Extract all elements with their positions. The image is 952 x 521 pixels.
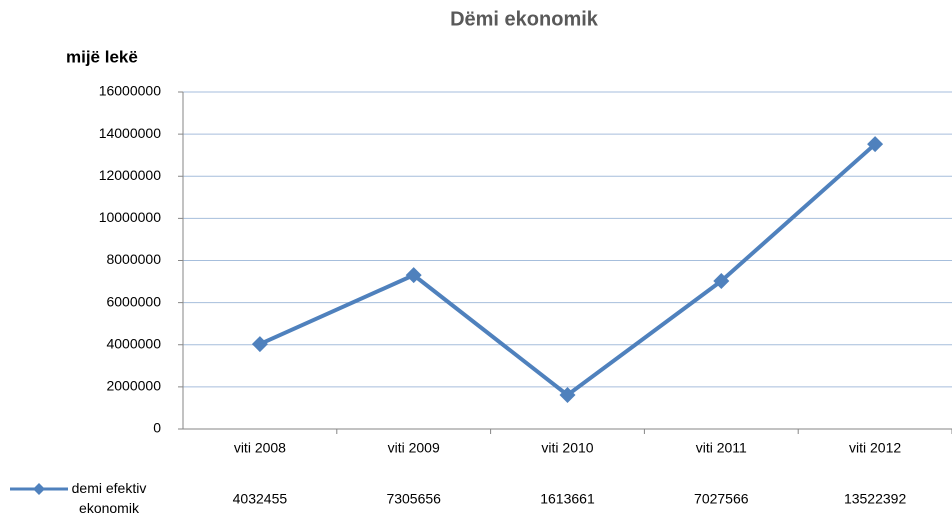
legend-label: demi efektiv ekonomik — [71, 480, 147, 516]
point-marker — [713, 272, 730, 289]
data-table-cell: 4032455 — [233, 491, 288, 507]
point-marker — [559, 387, 576, 404]
point-marker — [251, 336, 268, 353]
chart-title: Dëmi ekonomik — [450, 8, 599, 30]
series-line — [259, 142, 877, 398]
y-tick-label: 8000000 — [106, 251, 161, 267]
data-table-cell: 13522392 — [844, 491, 907, 507]
x-tick-label: viti 2009 — [388, 440, 440, 456]
x-tick-label: viti 2012 — [849, 440, 901, 456]
y-tick-label: 4000000 — [106, 335, 161, 351]
point-marker — [867, 136, 884, 153]
data-table-cell: 7027566 — [694, 491, 749, 507]
y-tick-label: 0 — [153, 420, 161, 436]
y-axis-label: mijë lekë — [66, 47, 138, 66]
x-tick-label: viti 2008 — [234, 440, 286, 456]
x-tick-label: viti 2011 — [696, 440, 747, 456]
legend-marker — [33, 483, 45, 495]
y-tick-label: 6000000 — [106, 293, 161, 309]
y-tick-label: 16000000 — [99, 83, 162, 99]
y-tick-label: 10000000 — [99, 209, 162, 225]
y-tick-label: 12000000 — [99, 167, 162, 183]
data-table-cell: 7305656 — [386, 491, 441, 507]
point-marker — [405, 267, 422, 284]
x-tick-label: viti 2010 — [541, 440, 593, 456]
data-table-cell: 1613661 — [540, 491, 595, 507]
y-tick-label: 2000000 — [106, 378, 161, 394]
y-tick-label: 14000000 — [99, 125, 162, 141]
